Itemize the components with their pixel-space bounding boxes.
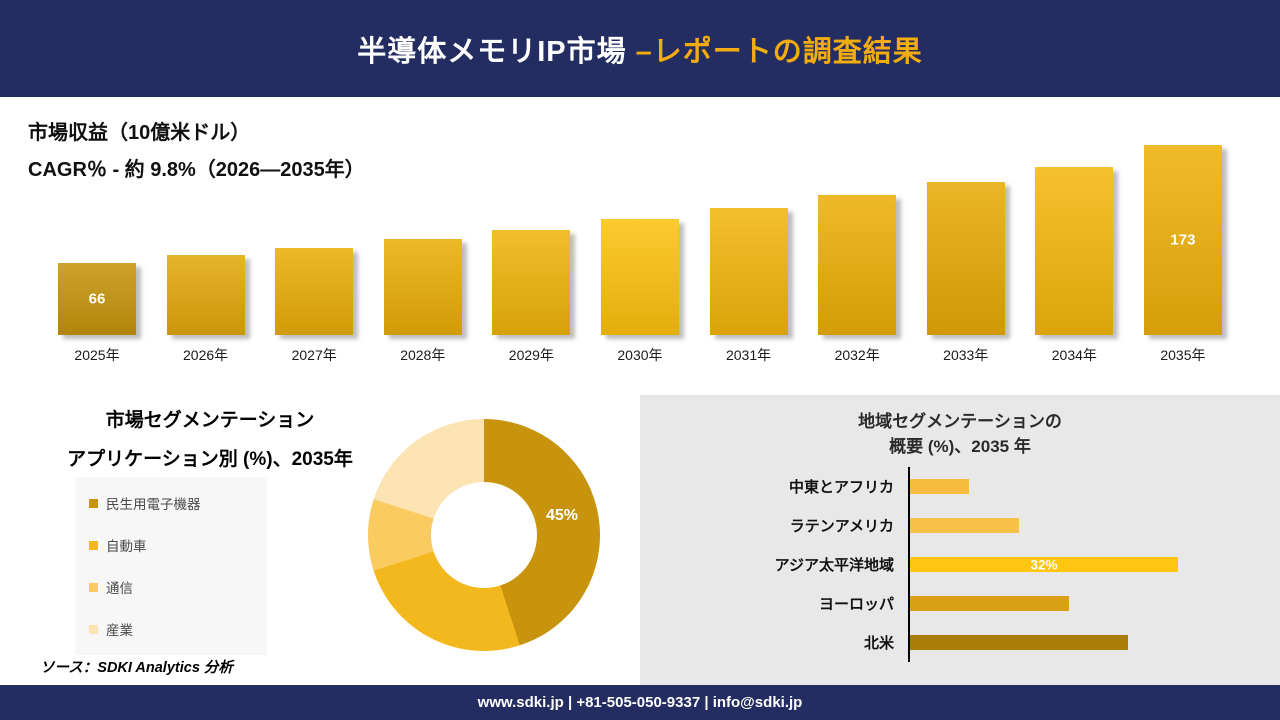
revenue-year-label: 2035年 xyxy=(1160,347,1206,363)
revenue-year-label: 2027年 xyxy=(291,347,337,363)
revenue-bar-column: 2028年 xyxy=(383,239,462,365)
revenue-bar xyxy=(818,195,897,335)
regional-segmentation-panel: 地域セグメンテーションの 概要 (%)、2035 年 中東とアフリカ ラテンアメリ… xyxy=(640,395,1280,685)
revenue-year-label: 2033年 xyxy=(943,347,989,363)
regional-row: 中東とアフリカ xyxy=(640,467,1280,506)
application-segmentation-panel: 市場セグメンテーション アプリケーション別 (%)、2035年 民生用電子機器自… xyxy=(0,395,640,685)
revenue-bar-column: 2034年 xyxy=(1035,167,1114,365)
legend-swatch xyxy=(89,498,98,508)
revenue-bar-chart: 66 2025年 2026年 2027年 2028年 2029年 2030年 2031年 203… xyxy=(58,145,1222,365)
revenue-bar-column: 2031年 xyxy=(709,208,788,365)
revenue-year-label: 2025年 xyxy=(74,347,120,363)
regional-title-line1: 地域セグメンテーションの xyxy=(858,412,1062,431)
regional-bar-area xyxy=(908,623,1280,662)
revenue-year-label: 2031年 xyxy=(725,347,772,363)
report-header: 半導体メモリIP市場 –レポートの調査結果 xyxy=(0,0,1280,97)
regional-bar xyxy=(910,518,1019,533)
regional-row: 北米 xyxy=(640,623,1280,662)
revenue-bar: 66 xyxy=(58,263,136,335)
page-title: 半導体メモリIP市場 –レポートの調査結果 xyxy=(357,28,923,70)
page-title-accent: –レポートの調査結果 xyxy=(635,35,923,68)
revenue-value-label: 173 xyxy=(1170,231,1196,249)
segmentation-title: 市場セグメンテーション xyxy=(105,410,315,431)
legend-label: 産業 xyxy=(106,623,133,638)
revenue-bar xyxy=(383,239,462,335)
revenue-bar-column: 66 2025年 xyxy=(58,263,136,365)
revenue-year-label: 2034年 xyxy=(1051,347,1097,363)
revenue-bar-column: 2032年 xyxy=(818,195,897,365)
legend-swatch xyxy=(89,624,98,634)
bottom-section: 市場セグメンテーション アプリケーション別 (%)、2035年 民生用電子機器自… xyxy=(0,395,1280,685)
legend-label: 自動車 xyxy=(106,539,147,554)
regional-bar: 32% xyxy=(910,557,1178,572)
revenue-chart-cagr: CAGR％ - 約 9.8%（2026―2035年） xyxy=(28,159,365,181)
revenue-bar-column: 2030年 xyxy=(600,219,679,365)
legend-label: 通信 xyxy=(106,581,133,596)
source-note: ソース：SDKI Analytics 分析 xyxy=(40,660,233,676)
revenue-chart-section: 市場収益（10億米ドル） CAGR％ - 約 9.8%（2026―2035年） … xyxy=(0,97,1280,395)
legend-swatch xyxy=(89,540,98,550)
regional-bar xyxy=(910,479,969,494)
revenue-chart-title: 市場収益（10億米ドル） xyxy=(28,122,251,144)
revenue-year-label: 2032年 xyxy=(834,347,880,363)
regional-bar-area xyxy=(908,506,1280,545)
legend-item: 自動車 xyxy=(89,535,253,555)
revenue-bar: 173 xyxy=(1143,145,1222,335)
regional-bar-chart: 中東とアフリカ ラテンアメリカアジア太平洋地域 32% ヨーロッパ北米 xyxy=(640,467,1280,662)
donut-hole xyxy=(431,482,537,588)
revenue-bar xyxy=(275,248,354,335)
revenue-year-label: 2026年 xyxy=(183,347,229,363)
revenue-bar-column: 173 2035年 xyxy=(1143,145,1222,365)
revenue-bar xyxy=(492,230,571,335)
regional-title: 地域セグメンテーションの 概要 (%)、2035 年 xyxy=(640,409,1280,459)
page-title-main: 半導体メモリIP市場 xyxy=(357,35,636,68)
revenue-bar xyxy=(600,219,679,335)
revenue-bar-column: 2029年 xyxy=(492,230,571,365)
application-donut-chart: 45% xyxy=(368,419,600,651)
revenue-year-label: 2030年 xyxy=(617,347,663,363)
regional-row: ラテンアメリカ xyxy=(640,506,1280,545)
regional-category-label: 北米 xyxy=(863,635,894,652)
revenue-chart-info: 市場収益（10億米ドル） CAGR％ - 約 9.8%（2026―2035年） xyxy=(28,115,365,189)
regional-bar-area xyxy=(908,584,1280,623)
regional-bar xyxy=(910,596,1069,611)
revenue-year-label: 2029年 xyxy=(508,347,554,363)
revenue-bar-column: 2026年 xyxy=(166,255,245,365)
footer-contact: www.sdki.jp | +81-505-050-9337 | info@sd… xyxy=(477,694,803,711)
revenue-bar xyxy=(709,208,788,335)
regional-category-label: 中東とアフリカ xyxy=(788,479,894,496)
revenue-bar-column: 2027年 xyxy=(275,248,354,365)
legend-item: 民生用電子機器 xyxy=(89,493,253,513)
revenue-bar xyxy=(166,255,245,335)
revenue-bar xyxy=(926,182,1005,335)
revenue-year-label: 2028年 xyxy=(400,347,446,363)
regional-category-label: ヨーロッパ xyxy=(818,596,894,613)
regional-bar-area: 32% xyxy=(908,545,1280,584)
regional-title-line2: 概要 (%)、2035 年 xyxy=(889,437,1031,456)
segmentation-legend: 民生用電子機器 自動車通信産業 xyxy=(75,477,267,655)
revenue-value-label: 66 xyxy=(88,290,106,308)
legend-item: 産業 xyxy=(89,619,253,639)
regional-category-label: アジア太平洋地域 xyxy=(774,557,894,574)
regional-category-label: ラテンアメリカ xyxy=(789,518,894,535)
legend-swatch xyxy=(89,582,98,592)
legend-item: 通信 xyxy=(89,577,253,597)
segmentation-subtitle: アプリケーション別 (%)、2035年 xyxy=(67,449,353,470)
legend-label: 民生用電子機器 xyxy=(106,497,201,512)
regional-value-label: 32% xyxy=(1030,557,1058,572)
regional-bar xyxy=(910,635,1128,650)
regional-row: アジア太平洋地域 32% xyxy=(640,545,1280,584)
revenue-bar-column: 2033年 xyxy=(926,182,1005,365)
donut-value-label: 45% xyxy=(546,507,579,524)
footer: www.sdki.jp | +81-505-050-9337 | info@sd… xyxy=(0,685,1280,720)
regional-row: ヨーロッパ xyxy=(640,584,1280,623)
regional-bar-area xyxy=(908,467,1280,506)
revenue-bar xyxy=(1035,167,1114,335)
